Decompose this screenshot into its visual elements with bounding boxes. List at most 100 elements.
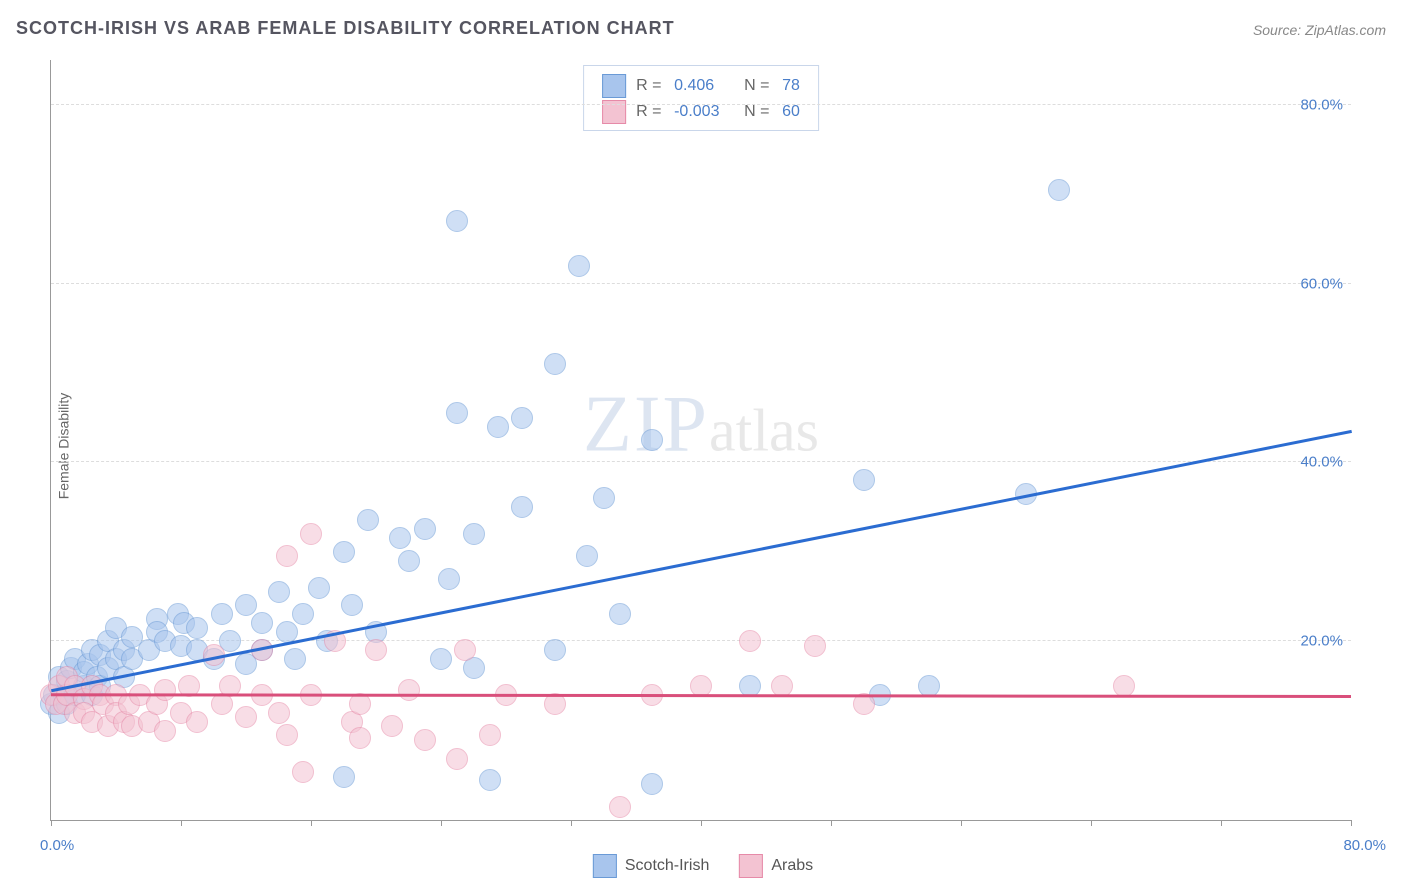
- scatter-point: [276, 545, 298, 567]
- scatter-point: [576, 545, 598, 567]
- scatter-point: [211, 603, 233, 625]
- x-tick: [831, 820, 832, 826]
- scatter-point: [341, 594, 363, 616]
- gridline-h: [51, 283, 1351, 284]
- x-axis-start-label: 0.0%: [40, 837, 74, 854]
- scatter-point: [381, 715, 403, 737]
- y-tick-label: 80.0%: [1300, 96, 1343, 113]
- r-value-series-2: -0.003: [674, 103, 734, 121]
- gridline-h: [51, 461, 1351, 462]
- y-tick-label: 20.0%: [1300, 633, 1343, 650]
- chart-title: SCOTCH-IRISH VS ARAB FEMALE DISABILITY C…: [16, 18, 675, 39]
- scatter-point: [511, 496, 533, 518]
- scatter-point: [1113, 675, 1135, 697]
- x-tick: [1091, 820, 1092, 826]
- legend-swatch-bottom-series-1: [593, 854, 617, 878]
- n-label: N =: [744, 77, 772, 95]
- legend-item-series-2: Arabs: [739, 854, 813, 878]
- n-value-series-1: 78: [782, 77, 800, 95]
- scatter-point: [438, 568, 460, 590]
- trend-line: [51, 430, 1351, 692]
- series-legend: Scotch-Irish Arabs: [593, 854, 813, 878]
- x-tick: [571, 820, 572, 826]
- scatter-point: [268, 581, 290, 603]
- scatter-point: [853, 469, 875, 491]
- scatter-point: [544, 353, 566, 375]
- x-tick: [1221, 820, 1222, 826]
- scatter-point: [276, 724, 298, 746]
- scatter-point: [235, 594, 257, 616]
- scatter-point: [154, 679, 176, 701]
- scatter-point: [292, 603, 314, 625]
- scatter-point: [414, 729, 436, 751]
- trend-line: [51, 694, 1351, 698]
- scatter-point: [186, 617, 208, 639]
- watermark-part2: atlas: [709, 397, 819, 463]
- scatter-point: [292, 761, 314, 783]
- y-tick-label: 40.0%: [1300, 454, 1343, 471]
- scatter-point: [609, 603, 631, 625]
- scatter-point: [479, 724, 501, 746]
- scatter-point: [446, 210, 468, 232]
- scatter-point: [154, 720, 176, 742]
- n-label: N =: [744, 103, 772, 121]
- scatter-point: [544, 639, 566, 661]
- scatter-point: [186, 711, 208, 733]
- scatter-point: [300, 523, 322, 545]
- n-value-series-2: 60: [782, 103, 800, 121]
- scatter-plot-area: ZIPatlas R = 0.406 N = 78 R = -0.003 N =…: [50, 60, 1351, 821]
- legend-label-series-2: Arabs: [771, 857, 813, 875]
- scatter-point: [593, 487, 615, 509]
- x-tick: [961, 820, 962, 826]
- y-tick-label: 60.0%: [1300, 275, 1343, 292]
- scatter-point: [389, 527, 411, 549]
- scatter-point: [1048, 179, 1070, 201]
- scatter-point: [268, 702, 290, 724]
- scatter-point: [641, 773, 663, 795]
- watermark-part1: ZIP: [583, 380, 709, 468]
- scatter-point: [308, 577, 330, 599]
- source-attribution: Source: ZipAtlas.com: [1253, 22, 1386, 38]
- scatter-point: [414, 518, 436, 540]
- scatter-point: [804, 635, 826, 657]
- scatter-point: [333, 541, 355, 563]
- scatter-point: [284, 648, 306, 670]
- x-tick: [51, 820, 52, 826]
- scatter-point: [487, 416, 509, 438]
- legend-swatch-series-1: [602, 74, 626, 98]
- scatter-point: [357, 509, 379, 531]
- scatter-point: [568, 255, 590, 277]
- scatter-point: [609, 796, 631, 818]
- scatter-point: [349, 727, 371, 749]
- scatter-point: [398, 550, 420, 572]
- r-value-series-1: 0.406: [674, 77, 734, 95]
- scatter-point: [511, 407, 533, 429]
- scatter-point: [235, 706, 257, 728]
- scatter-point: [365, 639, 387, 661]
- scatter-point: [463, 523, 485, 545]
- scatter-point: [251, 612, 273, 634]
- scatter-point: [446, 402, 468, 424]
- scatter-point: [430, 648, 452, 670]
- scatter-point: [739, 630, 761, 652]
- gridline-h: [51, 640, 1351, 641]
- legend-swatch-bottom-series-2: [739, 854, 763, 878]
- scatter-point: [479, 769, 501, 791]
- scatter-point: [454, 639, 476, 661]
- legend-label-series-1: Scotch-Irish: [625, 857, 709, 875]
- x-tick: [701, 820, 702, 826]
- x-axis-end-label: 80.0%: [1343, 837, 1386, 854]
- watermark-logo: ZIPatlas: [583, 379, 819, 470]
- x-tick: [1351, 820, 1352, 826]
- gridline-h: [51, 104, 1351, 105]
- correlation-legend: R = 0.406 N = 78 R = -0.003 N = 60: [583, 65, 819, 131]
- scatter-point: [398, 679, 420, 701]
- scatter-point: [641, 429, 663, 451]
- r-label: R =: [636, 103, 664, 121]
- x-tick: [311, 820, 312, 826]
- legend-row-series-1: R = 0.406 N = 78: [602, 74, 800, 98]
- x-tick: [181, 820, 182, 826]
- r-label: R =: [636, 77, 664, 95]
- legend-item-series-1: Scotch-Irish: [593, 854, 709, 878]
- x-tick: [441, 820, 442, 826]
